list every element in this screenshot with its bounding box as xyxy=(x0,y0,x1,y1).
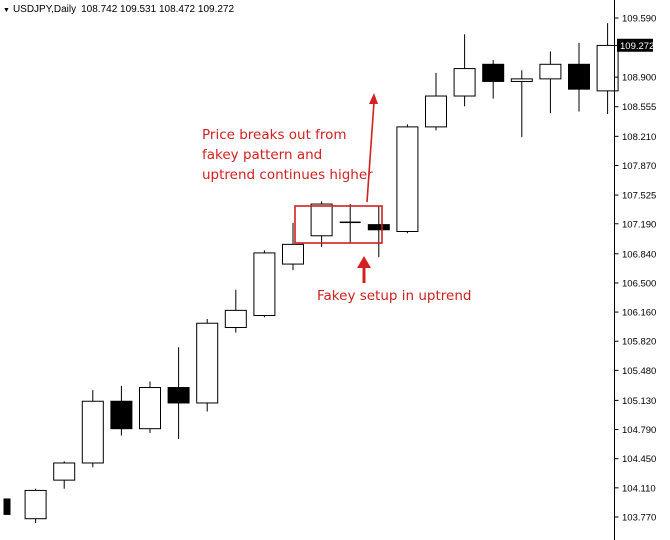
price-tick-label: 108.900 xyxy=(622,73,656,84)
breakout-arrow-head xyxy=(369,93,378,104)
price-tick-label: 104.110 xyxy=(622,483,656,494)
bull-candle-body xyxy=(510,78,533,82)
candle xyxy=(110,385,133,436)
bull-candle-body xyxy=(81,400,104,464)
bull-candle-body xyxy=(24,489,47,520)
symbol-label: USDJPY,Daily xyxy=(12,4,77,15)
bull-candle-body xyxy=(539,63,562,80)
breakout-annotation-line-2: fakey pattern and xyxy=(202,147,322,163)
bull-candle-body xyxy=(53,462,76,481)
bull-candle-body xyxy=(253,252,276,317)
price-tick-label: 106.840 xyxy=(622,249,656,260)
fakey-pattern-box xyxy=(294,205,383,244)
current-price-label: 109.272 xyxy=(620,41,654,52)
bull-candle-body xyxy=(139,387,161,430)
bear-candle-body xyxy=(367,224,390,231)
price-axis: 109.590 108.900 108.555 108.210 107.870 107.5… xyxy=(614,14,656,524)
setup-arrow-head xyxy=(357,256,371,268)
candle xyxy=(167,347,190,439)
candles-group xyxy=(3,23,619,524)
bull-candle-body xyxy=(310,203,333,237)
candle xyxy=(510,70,533,138)
bull-candle-body xyxy=(396,126,419,232)
bear-candle-body xyxy=(568,63,590,90)
candle xyxy=(24,488,47,524)
current-price-background xyxy=(617,38,653,52)
bear-candle-body xyxy=(482,63,505,82)
chart-header: ▼ USDJPY,Daily 108.742 109.531 108.472 109… xyxy=(3,4,234,15)
price-tick-label: 109.590 xyxy=(622,14,656,25)
candle xyxy=(53,461,76,489)
price-tick-label: 105.130 xyxy=(622,396,656,407)
candle xyxy=(596,23,619,115)
price-tick-label: 106.500 xyxy=(622,278,656,289)
price-tick-label: 106.160 xyxy=(622,308,656,319)
bull-candle-body xyxy=(339,221,361,224)
current-price-marker: 109.272 xyxy=(617,38,654,52)
price-tick-label: 107.190 xyxy=(622,219,656,230)
bull-candle-body xyxy=(596,44,619,92)
bull-candle-body xyxy=(224,309,247,329)
bear-candle-body xyxy=(167,387,190,404)
price-tick-label: 107.870 xyxy=(622,161,656,172)
price-tick-label: 104.790 xyxy=(622,425,656,436)
bull-candle-body xyxy=(282,243,304,265)
price-tick-label: 108.210 xyxy=(622,132,656,143)
fakey-setup-annotation: Fakey setup in uptrend xyxy=(317,288,471,304)
price-tick-label: 108.555 xyxy=(622,102,656,113)
ohlc-values: 108.742 109.531 108.472 109.272 xyxy=(81,4,235,15)
candle xyxy=(310,201,333,247)
breakout-annotation-line-3: uptrend continues higher xyxy=(202,167,373,183)
candle xyxy=(224,289,247,333)
price-tick-label: 104.450 xyxy=(622,454,656,465)
breakout-annotation-line-1: Price breaks out from xyxy=(202,127,347,143)
candle xyxy=(453,34,476,107)
price-tick-label: 105.480 xyxy=(622,366,656,377)
candle xyxy=(367,205,390,258)
price-tick-label: 105.820 xyxy=(622,337,656,348)
bull-candle-body xyxy=(453,68,476,97)
bull-candle-body xyxy=(196,322,219,404)
candle xyxy=(396,124,419,234)
down-triangle-icon[interactable]: ▼ xyxy=(3,7,10,14)
candle xyxy=(425,72,447,131)
candle xyxy=(568,42,590,112)
bear-candle-body xyxy=(3,498,11,515)
breakout-arrow-line xyxy=(366,101,375,203)
candle xyxy=(539,51,562,114)
bear-candle-body xyxy=(110,400,133,430)
candle xyxy=(139,381,161,433)
candle xyxy=(3,498,11,515)
candle xyxy=(253,250,276,318)
candle xyxy=(81,390,104,468)
candle xyxy=(196,318,219,412)
price-tick-label: 107.525 xyxy=(622,191,656,202)
candle xyxy=(482,60,505,99)
bull-candle-body xyxy=(425,95,447,128)
candle xyxy=(282,222,304,271)
price-tick-label: 103.770 xyxy=(622,513,656,524)
candle xyxy=(339,204,361,244)
